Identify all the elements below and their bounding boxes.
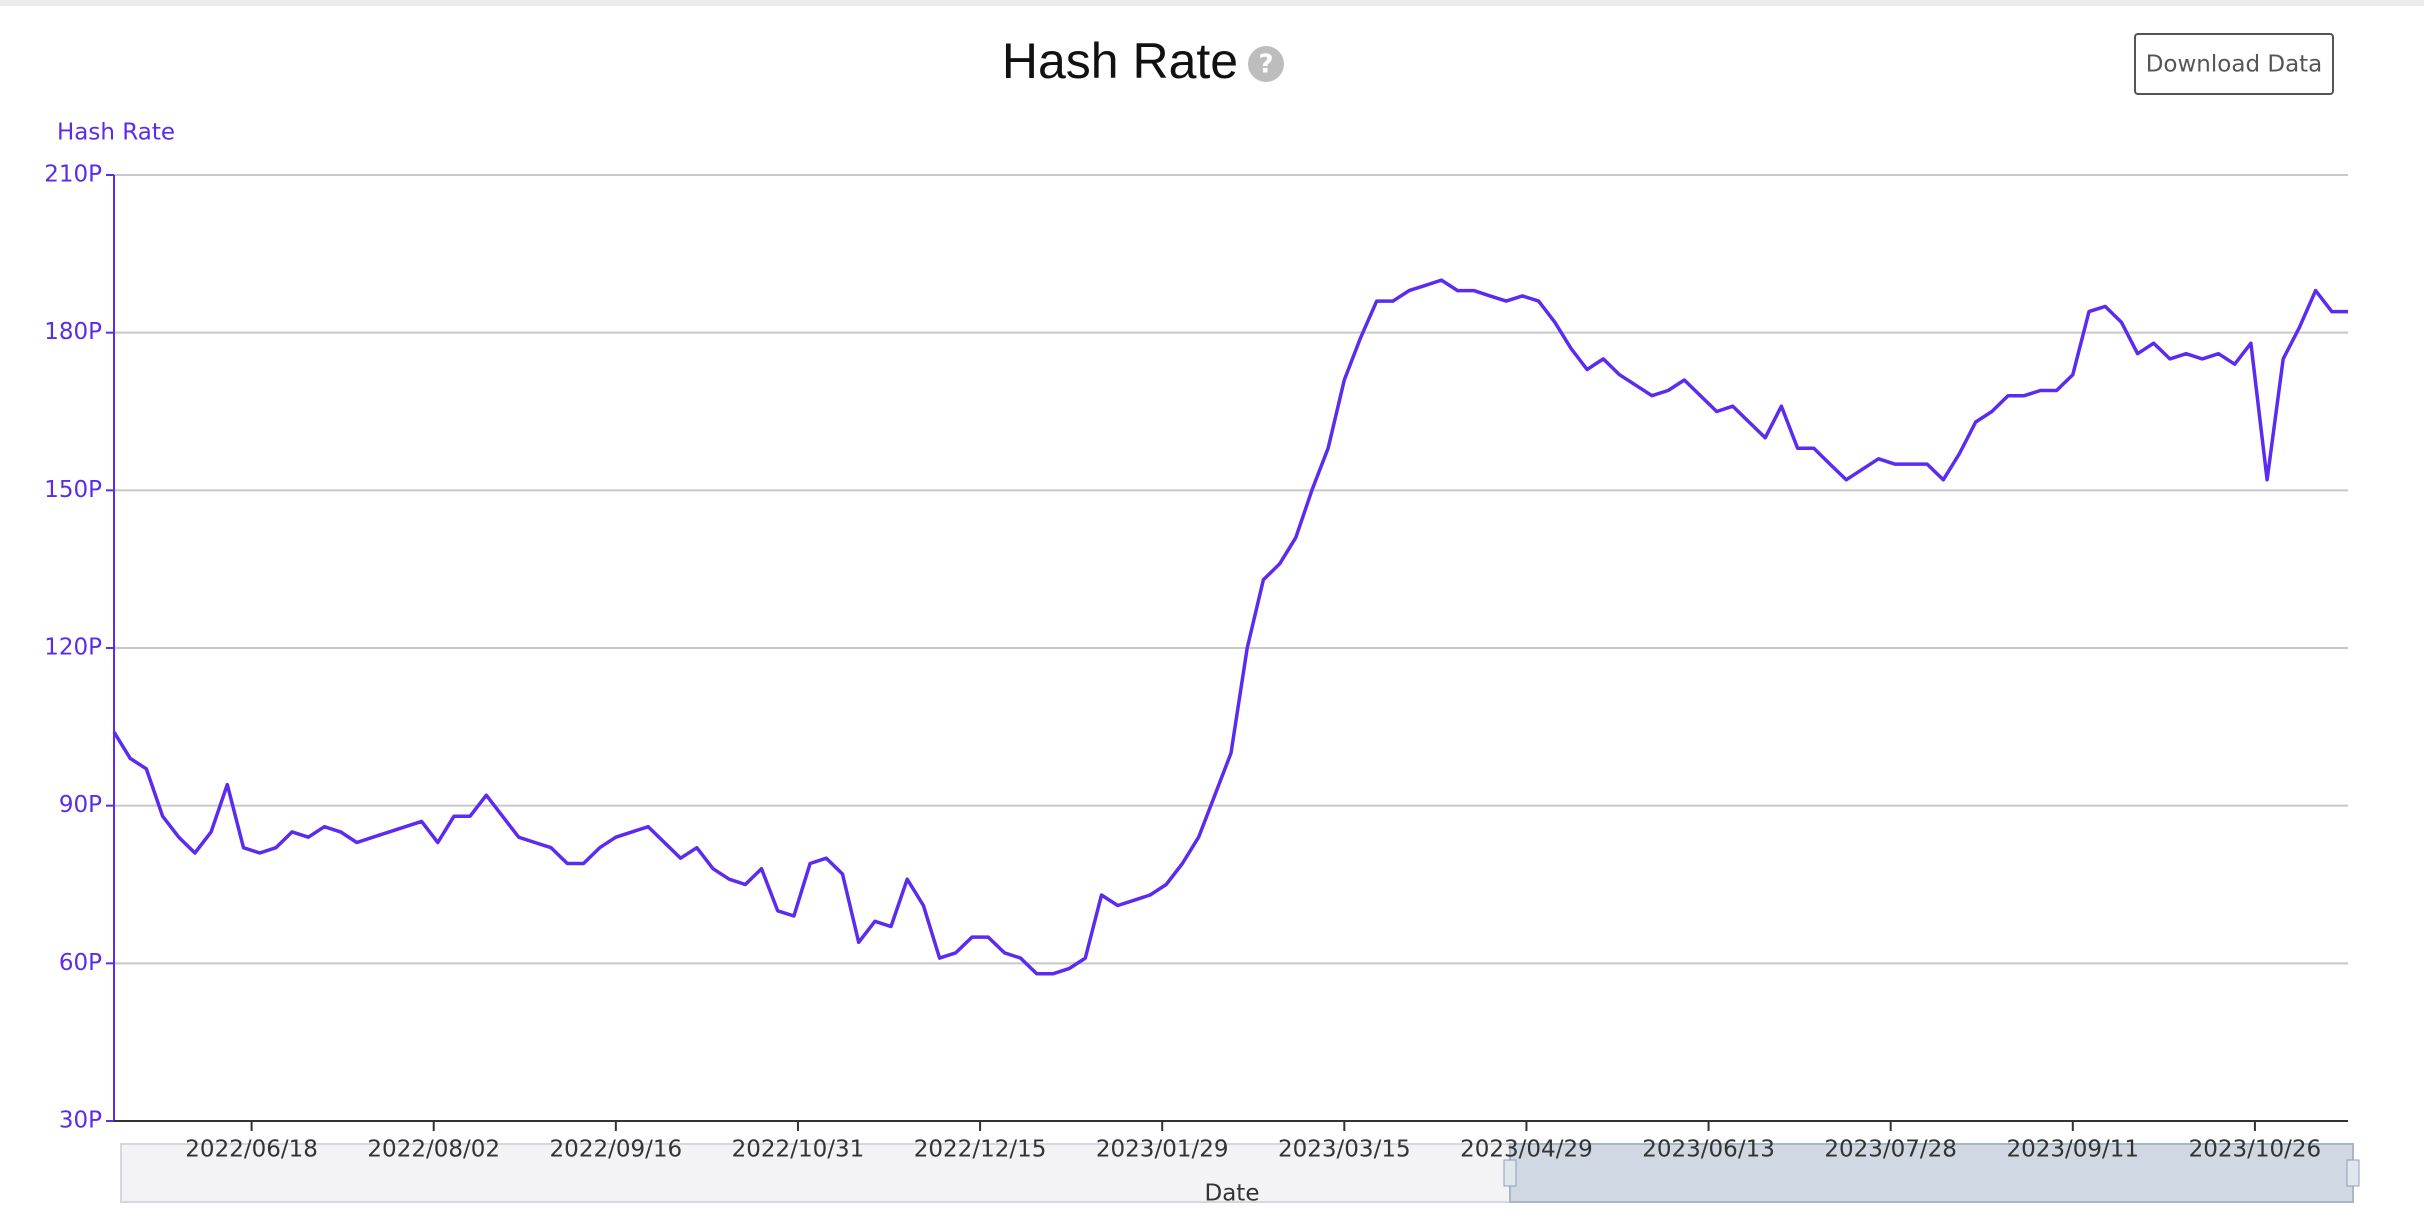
x-tick-label: 2023/10/26 [2189, 1137, 2322, 1163]
x-tick-label: 2022/10/31 [732, 1137, 865, 1163]
x-tick-label: 2023/03/15 [1278, 1137, 1411, 1163]
grid [114, 174, 2348, 1122]
x-tick-label: 2022/12/15 [914, 1137, 1047, 1163]
download-button[interactable] [2134, 33, 2334, 95]
navigator-handle[interactable] [1503, 1159, 1517, 1187]
y-tick-label: 150P [44, 477, 102, 503]
x-tick-label: 2023/04/29 [1460, 1137, 1593, 1163]
line-series [112, 278, 2348, 976]
help-icon-text: ? [1258, 50, 1273, 80]
y-tick-label: 30P [59, 1108, 102, 1134]
y-tick-label: 180P [44, 319, 102, 345]
x-tick-label: 2023/07/28 [1824, 1137, 1957, 1163]
y-tick-label: 90P [59, 792, 102, 818]
x-tick-label: 2023/06/13 [1642, 1137, 1775, 1163]
x-tick-label: 2023/01/29 [1096, 1137, 1229, 1163]
y-tick-label: 210P [44, 162, 102, 188]
y-tick-label: 120P [44, 635, 102, 661]
chart-title: Hash Rate [1002, 33, 1238, 89]
help-icon[interactable] [1248, 46, 1284, 82]
y-axis-label: Hash Rate [57, 120, 175, 146]
x-tick-label: 2023/09/11 [2007, 1137, 2140, 1163]
top-bar [0, 0, 2424, 6]
download-button-label: Download Data [2146, 52, 2323, 78]
x-tick-label: 2022/06/18 [185, 1137, 318, 1163]
navigator-handle[interactable] [2346, 1159, 2360, 1187]
x-axis-label: Date [1205, 1181, 1260, 1207]
x-tick-label: 2022/09/16 [550, 1137, 683, 1163]
y-tick-label: 60P [59, 950, 102, 976]
x-tick-label: 2022/08/02 [367, 1137, 500, 1163]
